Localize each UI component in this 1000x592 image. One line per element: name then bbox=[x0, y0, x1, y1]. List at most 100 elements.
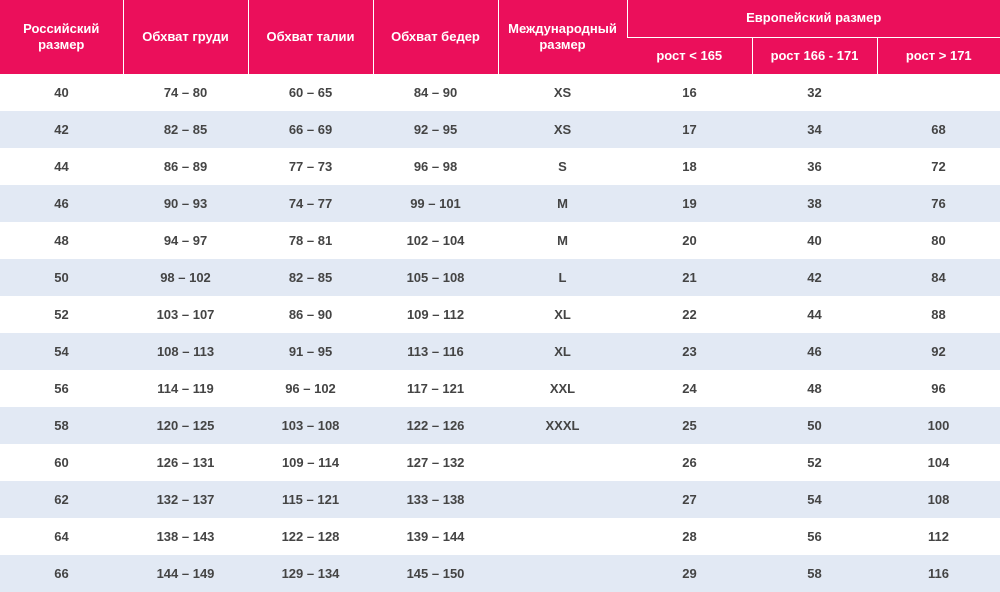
table-cell: L bbox=[498, 259, 627, 296]
table-cell: 133 – 138 bbox=[373, 481, 498, 518]
table-cell: 104 bbox=[927, 455, 950, 470]
table-cell: 24 bbox=[682, 381, 697, 396]
table-body: 40 74 – 80 60 – 65 84 – 90 XS 16 32 42 82 – 85 66… bbox=[0, 74, 1000, 592]
table-cell: 38 bbox=[752, 185, 877, 222]
table-cell: 54 bbox=[0, 333, 123, 370]
table-cell: 54 bbox=[752, 481, 877, 518]
table-row: 56 114 – 119 96 – 102 117 – 121 XXL 24 48 96 bbox=[0, 370, 1000, 407]
table-cell: 32 bbox=[807, 85, 822, 101]
table-cell: 144 – 149 bbox=[123, 555, 248, 592]
column-header: Обхват бедер bbox=[372, 0, 498, 75]
table-cell: 94 – 97 bbox=[163, 233, 208, 248]
table-cell: 48 bbox=[54, 233, 69, 248]
table-row: 48 94 – 97 78 – 81 102 – 104 M 20 40 80 bbox=[0, 222, 1000, 259]
table-cell: 72 bbox=[931, 159, 946, 174]
table-cell: 56 bbox=[807, 529, 822, 544]
table-cell: 96 – 98 bbox=[413, 159, 458, 174]
table-cell: 82 – 85 bbox=[123, 111, 248, 148]
table-row: 44 86 – 89 77 – 73 96 – 98 S 18 36 72 bbox=[0, 148, 1000, 185]
table-cell: XXL bbox=[549, 381, 576, 396]
table-cell: 126 – 131 bbox=[156, 455, 215, 470]
table-cell: 114 – 119 bbox=[157, 381, 214, 396]
table-cell: M bbox=[498, 185, 627, 222]
table-cell: 56 bbox=[54, 381, 69, 396]
table-row: 54 108 – 113 91 – 95 113 – 116 XL 23 46 92 bbox=[0, 333, 1000, 370]
table-cell: 40 bbox=[807, 233, 822, 248]
table-cell: 98 – 102 bbox=[123, 259, 248, 296]
table-cell: 48 bbox=[807, 381, 822, 396]
table-cell: 26 bbox=[682, 455, 697, 470]
table-cell: 113 – 116 bbox=[373, 333, 498, 370]
table-cell bbox=[498, 481, 627, 518]
table-cell: 80 bbox=[931, 233, 946, 248]
table-cell: 117 – 121 bbox=[406, 381, 465, 396]
table-row: 40 74 – 80 60 – 65 84 – 90 XS 16 32 bbox=[0, 74, 1000, 111]
table-cell: 122 – 128 bbox=[281, 529, 340, 544]
table-cell: 66 bbox=[0, 555, 123, 592]
table-cell: XS bbox=[498, 111, 627, 148]
table-cell: 58 bbox=[0, 407, 123, 444]
table-row: 60 126 – 131 109 – 114 127 – 132 26 52 104 bbox=[0, 444, 1000, 481]
header-row: Российский размер Обхват груди Обхват тали… bbox=[0, 0, 1000, 75]
table-cell: 138 – 143 bbox=[156, 529, 215, 544]
table-cell: 86 – 90 bbox=[288, 307, 333, 322]
table-cell: 19 bbox=[627, 185, 752, 222]
table-cell: 21 bbox=[627, 259, 752, 296]
table-cell: 115 – 121 bbox=[248, 481, 373, 518]
table-cell bbox=[498, 518, 627, 555]
table-cell: 22 bbox=[682, 307, 697, 322]
table-cell: 129 – 134 bbox=[248, 555, 373, 592]
table-cell: 96 bbox=[931, 381, 946, 396]
table-row: 50 98 – 102 82 – 85 105 – 108 L 21 42 84 bbox=[0, 259, 1000, 296]
table-row: 58 120 – 125 103 – 108 122 – 126 XXXL 25 50 100 bbox=[0, 407, 1000, 444]
table-cell bbox=[877, 74, 1000, 111]
table-cell: 28 bbox=[682, 529, 697, 544]
table-cell: XS bbox=[553, 85, 572, 101]
table-cell: 77 – 73 bbox=[288, 159, 333, 174]
column-header: Международный размер bbox=[497, 0, 627, 75]
table-cell: 50 bbox=[752, 407, 877, 444]
table-cell: XXXL bbox=[498, 407, 627, 444]
table-cell: 116 bbox=[877, 555, 1000, 592]
table-cell: 64 bbox=[54, 529, 69, 544]
table-cell: 103 – 108 bbox=[248, 407, 373, 444]
table-cell: 27 bbox=[627, 481, 752, 518]
column-header: Обхват груди bbox=[122, 0, 248, 75]
header-row: рост < 165 рост 166 - 171 рост > 171 bbox=[0, 37, 1000, 75]
group-header: Европейский размер bbox=[626, 0, 1000, 38]
column-header: Обхват талии bbox=[247, 0, 373, 75]
table-cell: 99 – 101 bbox=[373, 185, 498, 222]
table-cell: 102 – 104 bbox=[406, 233, 465, 248]
subcolumn-header: рост < 165 bbox=[627, 37, 752, 75]
table-cell: 109 – 112 bbox=[406, 307, 465, 322]
table-cell: 78 – 81 bbox=[288, 233, 333, 248]
table-cell bbox=[498, 555, 627, 592]
table-cell: XL bbox=[554, 307, 571, 322]
table-cell: 108 – 113 bbox=[123, 333, 248, 370]
table-cell: 122 – 126 bbox=[373, 407, 498, 444]
subcolumn-header: рост 166 - 171 bbox=[751, 37, 877, 75]
table-cell: 120 – 125 bbox=[123, 407, 248, 444]
table-cell: 127 – 132 bbox=[406, 455, 465, 470]
table-cell: 62 bbox=[0, 481, 123, 518]
table-cell: 60 bbox=[54, 455, 69, 470]
table-cell: 66 – 69 bbox=[248, 111, 373, 148]
table-row: 52 103 – 107 86 – 90 109 – 112 XL 22 44 88 bbox=[0, 296, 1000, 333]
table-cell: 96 – 102 bbox=[285, 381, 336, 396]
table-cell: 139 – 144 bbox=[406, 529, 465, 544]
table-row: 42 82 – 85 66 – 69 92 – 95 XS 17 34 68 bbox=[0, 111, 1000, 148]
table-row: 64 138 – 143 122 – 128 139 – 144 28 56 112 bbox=[0, 518, 1000, 555]
table-cell: 58 bbox=[752, 555, 877, 592]
table-cell: 68 bbox=[877, 111, 1000, 148]
table-cell: 100 bbox=[877, 407, 1000, 444]
table-row: 66 144 – 149 129 – 134 145 – 150 29 58 116 bbox=[0, 555, 1000, 592]
table-cell: 29 bbox=[627, 555, 752, 592]
table-cell: 105 – 108 bbox=[373, 259, 498, 296]
table-cell: 103 – 107 bbox=[156, 307, 215, 322]
table-cell: XL bbox=[498, 333, 627, 370]
table-cell: 84 bbox=[877, 259, 1000, 296]
table-cell: 42 bbox=[752, 259, 877, 296]
table-cell: 91 – 95 bbox=[248, 333, 373, 370]
